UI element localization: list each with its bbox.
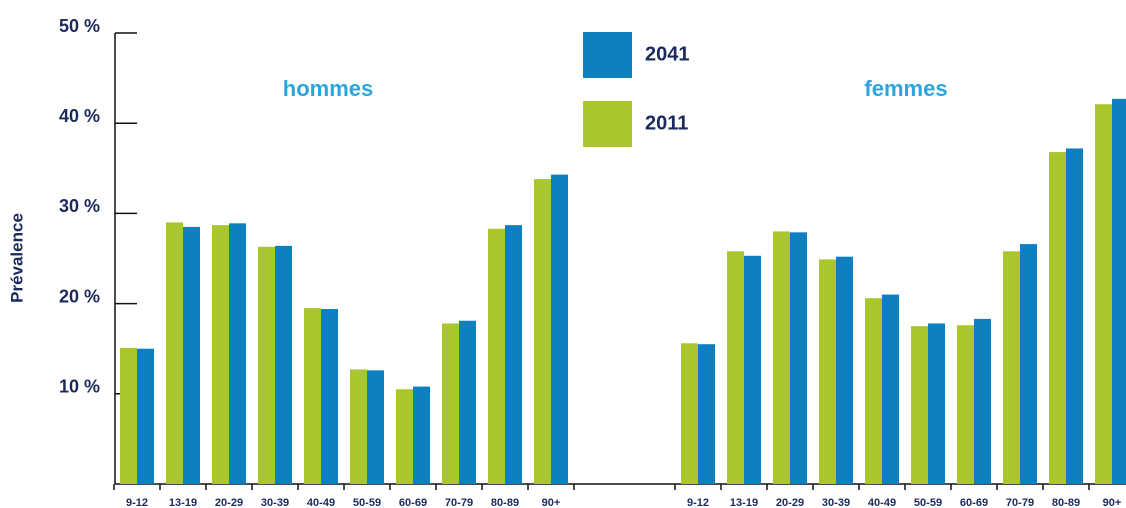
y-tick-label: 10 % — [59, 377, 100, 397]
x-tick-label: 13-19 — [730, 497, 758, 508]
x-tick-label: 90+ — [542, 497, 561, 508]
bar — [137, 348, 154, 484]
bar — [1020, 244, 1037, 484]
group-label: hommes — [283, 76, 373, 101]
bar — [488, 228, 505, 484]
bar — [183, 226, 200, 484]
bar — [1095, 104, 1112, 485]
x-tick-label: 60-69 — [399, 497, 427, 508]
bar — [120, 347, 137, 484]
bar — [396, 389, 413, 484]
group-label: femmes — [864, 76, 947, 101]
y-tick-label: 20 % — [59, 286, 100, 306]
bar — [1049, 152, 1066, 484]
x-tick-label: 80-89 — [491, 497, 519, 508]
x-tick-label: 70-79 — [445, 497, 473, 508]
bar — [928, 323, 945, 484]
x-tick-label: 40-49 — [307, 497, 335, 508]
x-tick-label: 50-59 — [353, 497, 381, 508]
x-tick-label: 20-29 — [215, 497, 243, 508]
bar — [1112, 98, 1126, 484]
bar — [773, 231, 790, 484]
bar — [350, 369, 367, 484]
bar — [258, 246, 275, 484]
bar — [367, 370, 384, 484]
bar — [974, 318, 991, 484]
x-tick-label: 70-79 — [1006, 497, 1034, 508]
x-tick-label: 9-12 — [126, 497, 148, 508]
bar — [790, 232, 807, 484]
y-tick-label: 30 % — [59, 196, 100, 216]
bar — [459, 320, 476, 484]
bar — [681, 343, 698, 484]
bar — [212, 225, 229, 484]
bar — [865, 298, 882, 484]
x-tick-label: 9-12 — [687, 497, 709, 508]
bar — [698, 344, 715, 484]
bar — [957, 325, 974, 484]
bar — [551, 174, 568, 484]
legend-swatch — [583, 101, 632, 147]
x-tick-label: 80-89 — [1052, 497, 1080, 508]
bar — [1066, 148, 1083, 484]
bar — [413, 386, 430, 484]
bar — [882, 294, 899, 484]
bar — [1003, 251, 1020, 484]
bar — [442, 323, 459, 484]
x-tick-label: 13-19 — [169, 497, 197, 508]
bar — [744, 255, 761, 484]
x-tick-label: 40-49 — [868, 497, 896, 508]
legend-swatch — [583, 32, 632, 78]
bar — [911, 326, 928, 484]
bar — [275, 245, 292, 484]
bar — [321, 309, 338, 484]
y-tick-label: 40 % — [59, 106, 100, 126]
bar — [727, 251, 744, 484]
x-tick-label: 30-39 — [261, 497, 289, 508]
bar — [836, 256, 853, 484]
bar — [819, 259, 836, 484]
x-tick-label: 20-29 — [776, 497, 804, 508]
bar — [304, 308, 321, 484]
bar — [166, 222, 183, 485]
x-tick-label: 60-69 — [960, 497, 988, 508]
bar — [229, 223, 246, 484]
legend-label: 2011 — [645, 112, 688, 134]
x-tick-label: 30-39 — [822, 497, 850, 508]
x-tick-label: 50-59 — [914, 497, 942, 508]
y-tick-label: 50 % — [59, 16, 100, 36]
legend-label: 2041 — [645, 43, 690, 65]
x-tick-label: 90+ — [1103, 497, 1122, 508]
y-axis-label: Prévalence — [7, 213, 26, 303]
bar — [534, 179, 551, 484]
bar — [505, 225, 522, 484]
